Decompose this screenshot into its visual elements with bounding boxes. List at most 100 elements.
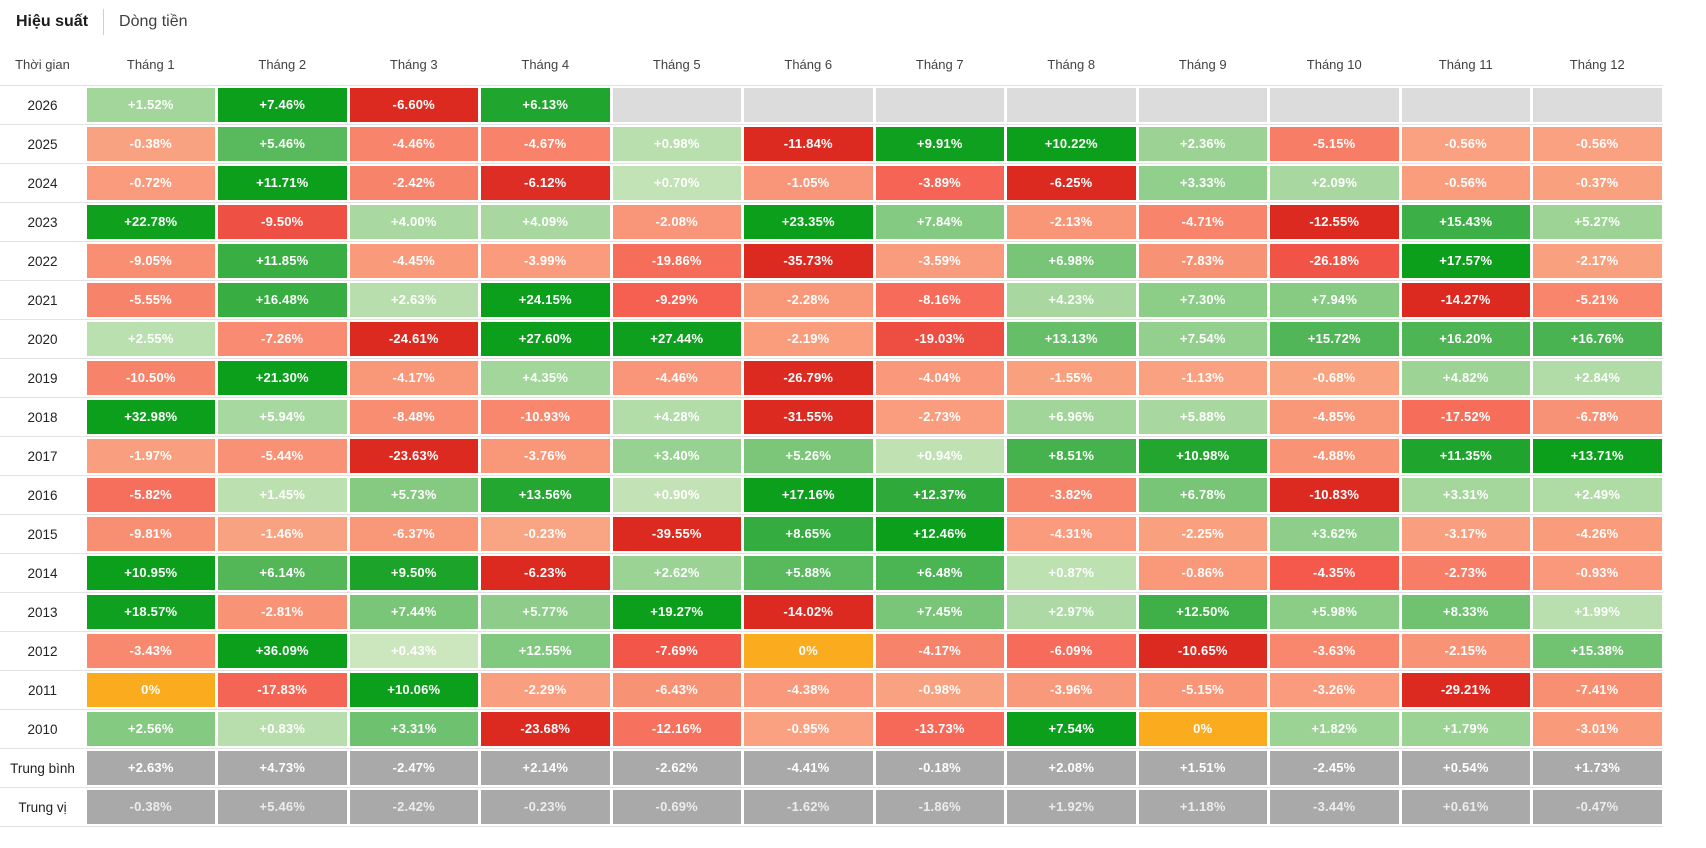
- column-header-month-2: Tháng 2: [258, 57, 307, 72]
- heatmap-cell: +7.30%: [1137, 281, 1269, 319]
- year-label: 2023: [27, 214, 58, 230]
- table-row: 2025 -0.38% +5.46% -4.46% -4.67% +0.98% -11.84…: [0, 125, 1663, 164]
- heatmap-cell: +0.83%: [217, 710, 349, 748]
- heatmap-cell: -5.15%: [1137, 671, 1269, 709]
- tab-hieu-suat[interactable]: Hiệu suất: [16, 13, 89, 30]
- heatmap-chip: +15.72%: [1270, 321, 1399, 356]
- heatmap-cell: -12.55%: [1269, 203, 1401, 241]
- heatmap-chip: -6.12%: [481, 165, 610, 200]
- heatmap-cell: +5.77%: [480, 593, 612, 631]
- table-row: 2020 +2.55% -7.26% -24.61% +27.60% +27.44% -2.…: [0, 320, 1663, 359]
- heatmap-cell: +1.73%: [1532, 749, 1664, 787]
- heatmap-cell: +2.56%: [85, 710, 217, 748]
- heatmap-cell: +3.62%: [1269, 515, 1401, 553]
- heatmap-chip-empty: [875, 87, 1004, 122]
- tab-dong-tien[interactable]: Dòng tiền: [119, 13, 188, 30]
- heatmap-chip: +23.35%: [744, 204, 873, 239]
- heatmap-cell: [1269, 86, 1401, 124]
- heatmap-cell: -3.96%: [1006, 671, 1138, 709]
- heatmap-cell: -3.01%: [1532, 710, 1664, 748]
- heatmap-cell: -4.46%: [348, 125, 480, 163]
- heatmap-cell: -2.08%: [611, 203, 743, 241]
- heatmap-cell: -10.65%: [1137, 632, 1269, 670]
- heatmap-cell: -4.31%: [1006, 515, 1138, 553]
- heatmap-cell: -19.03%: [874, 320, 1006, 358]
- heatmap-chip: -2.17%: [1533, 243, 1662, 278]
- heatmap-chip: +16.48%: [218, 282, 347, 317]
- heatmap-chip-empty: [1007, 87, 1136, 122]
- heatmap-cell: +4.28%: [611, 398, 743, 436]
- heatmap-cell: -5.55%: [85, 281, 217, 319]
- heatmap-cell: -1.55%: [1006, 359, 1138, 397]
- heatmap-cell: +7.44%: [348, 593, 480, 631]
- heatmap-chip: +0.54%: [1401, 750, 1530, 785]
- heatmap-chip: +1.45%: [218, 477, 347, 512]
- heatmap-chip: +2.14%: [481, 750, 610, 785]
- year-label: 2011: [27, 682, 58, 698]
- heatmap-cell: +4.00%: [348, 203, 480, 241]
- heatmap-cell: +1.79%: [1400, 710, 1532, 748]
- heatmap-chip: +4.00%: [349, 204, 478, 239]
- heatmap-cell: +0.43%: [348, 632, 480, 670]
- table-row: 2021 -5.55% +16.48% +2.63% +24.15% -9.29% -2.2…: [0, 281, 1663, 320]
- heatmap-chip: -7.26%: [218, 321, 347, 356]
- heatmap-chip: -0.95%: [744, 711, 873, 746]
- heatmap-chip: -2.81%: [218, 594, 347, 629]
- heatmap-cell: -0.72%: [85, 164, 217, 202]
- heatmap-chip: +10.06%: [349, 672, 478, 707]
- table-row: 2013 +18.57% -2.81% +7.44% +5.77% +19.27% -14.…: [0, 593, 1663, 632]
- heatmap-cell: -4.41%: [743, 749, 875, 787]
- heatmap-chip: -12.16%: [612, 711, 741, 746]
- heatmap-cell: +1.99%: [1532, 593, 1664, 631]
- heatmap-cell: -9.50%: [217, 203, 349, 241]
- heatmap-chip: -13.73%: [875, 711, 1004, 746]
- heatmap-cell: -2.19%: [743, 320, 875, 358]
- heatmap-cell: -4.67%: [480, 125, 612, 163]
- heatmap-chip: -35.73%: [744, 243, 873, 278]
- heatmap-chip: +11.35%: [1401, 438, 1530, 473]
- year-label: 2026: [27, 97, 58, 113]
- heatmap-chip: -24.61%: [349, 321, 478, 356]
- heatmap-chip: +2.84%: [1533, 360, 1662, 395]
- heatmap-cell: -39.55%: [611, 515, 743, 553]
- heatmap-cell: -10.83%: [1269, 476, 1401, 514]
- table-row: 2015 -9.81% -1.46% -6.37% -0.23% -39.55% +8.65…: [0, 515, 1663, 554]
- heatmap-chip: +7.54%: [1138, 321, 1267, 356]
- heatmap-chip: -2.25%: [1138, 516, 1267, 551]
- heatmap-cell: -6.23%: [480, 554, 612, 592]
- year-label: 2020: [27, 331, 58, 347]
- heatmap-chip: -6.43%: [612, 672, 741, 707]
- heatmap-cell: -2.45%: [1269, 749, 1401, 787]
- heatmap-chip: +0.83%: [218, 711, 347, 746]
- heatmap-chip: +5.98%: [1270, 594, 1399, 629]
- heatmap-chip: -4.04%: [875, 360, 1004, 395]
- heatmap-chip: -0.38%: [86, 126, 215, 161]
- heatmap-cell: -5.44%: [217, 437, 349, 475]
- heatmap-cell: +32.98%: [85, 398, 217, 436]
- heatmap-cell: +8.65%: [743, 515, 875, 553]
- table-row: 2016 -5.82% +1.45% +5.73% +13.56% +0.90% +17.1…: [0, 476, 1663, 515]
- heatmap-chip: -5.55%: [86, 282, 215, 317]
- heatmap-chip: -0.93%: [1533, 555, 1662, 590]
- heatmap-chip: -3.17%: [1401, 516, 1530, 551]
- heatmap-cell: -1.46%: [217, 515, 349, 553]
- heatmap-chip: +15.38%: [1533, 633, 1662, 668]
- heatmap-chip: +6.96%: [1007, 399, 1136, 434]
- heatmap-cell: -0.69%: [611, 788, 743, 826]
- heatmap-chip: -7.69%: [612, 633, 741, 668]
- heatmap-cell: +10.22%: [1006, 125, 1138, 163]
- heatmap-chip-empty: [744, 87, 873, 122]
- heatmap-cell: -6.60%: [348, 86, 480, 124]
- heatmap-cell: +19.27%: [611, 593, 743, 631]
- heatmap-cell: +2.49%: [1532, 476, 1664, 514]
- heatmap-cell: -4.17%: [874, 632, 1006, 670]
- heatmap-cell: -3.89%: [874, 164, 1006, 202]
- heatmap-chip: +3.31%: [349, 711, 478, 746]
- heatmap-chip: -1.05%: [744, 165, 873, 200]
- column-header-month-7: Tháng 7: [915, 57, 964, 72]
- heatmap-cell: +12.46%: [874, 515, 1006, 553]
- heatmap-chip: +8.51%: [1007, 438, 1136, 473]
- heatmap-chip: +2.49%: [1533, 477, 1662, 512]
- heatmap-chip: +4.73%: [218, 750, 347, 785]
- heatmap-chip: +6.14%: [218, 555, 347, 590]
